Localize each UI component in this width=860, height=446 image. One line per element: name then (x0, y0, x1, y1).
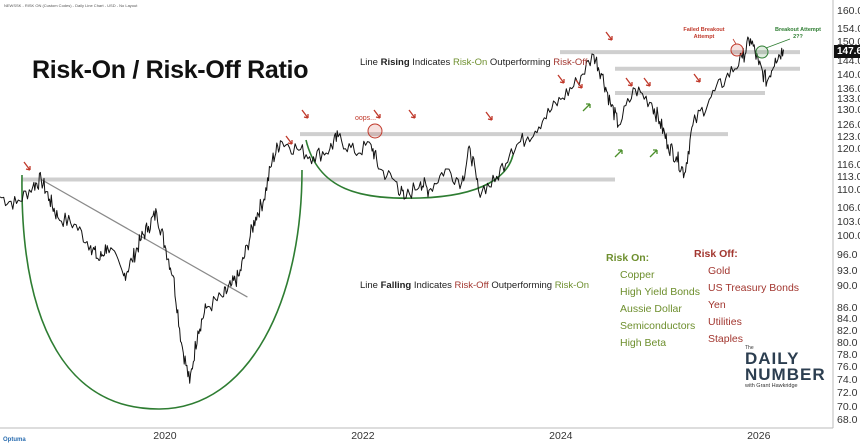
y-tick-label: 90.0 (837, 280, 858, 293)
rising-note: Line Rising Indicates Risk-On Outperform… (360, 57, 588, 68)
red-arrow-icon (557, 74, 565, 84)
failed-breakout-circle (730, 43, 744, 57)
red-arrow-icon (625, 77, 633, 87)
cup-arc (305, 139, 514, 200)
falling-note: Line Falling Indicates Risk-Off Outperfo… (360, 280, 589, 291)
list-item: Utilities (708, 316, 742, 328)
y-tick-label: 106.0 (837, 202, 860, 215)
list-item: Copper (620, 269, 655, 281)
y-tick-label: 130.0 (837, 104, 860, 117)
last-value-badge: 147.6 (834, 45, 860, 58)
y-tick-label: 86.0 (837, 302, 858, 315)
y-tick-label: 110.0 (837, 184, 860, 197)
y-tick-label: 68.0 (837, 414, 858, 427)
y-tick-label: 126.0 (837, 119, 860, 132)
y-tick-label: 154.0 (837, 23, 860, 36)
red-arrow-icon (693, 73, 701, 83)
y-tick-label: 96.0 (837, 249, 858, 262)
risk-on-list: Risk On: Copper High Yield Bonds Aussie … (606, 250, 700, 352)
y-tick-label: 150.0 (837, 35, 860, 48)
list-item: Yen (708, 299, 726, 311)
y-tick-label: 116.0 (837, 158, 860, 171)
y-tick-label: 74.0 (837, 374, 858, 386)
y-tick-label: 100.0 (837, 229, 860, 242)
y-tick-label: 120.0 (837, 142, 860, 155)
red-arrow-icon (285, 135, 293, 145)
red-arrow-icon (301, 109, 309, 119)
chart-header: NEWSSK - RISK ON (Custom Codes) - Daily … (4, 3, 138, 8)
y-tick-label: 160.0 (837, 4, 860, 17)
red-arrow-icon (408, 109, 416, 119)
red-arrow-icon (575, 79, 583, 89)
y-tick-label: 136.0 (837, 82, 860, 95)
brand-logo: The DAILY NUMBER with Grant Hawkridge (745, 345, 826, 389)
list-item: Gold (708, 265, 731, 277)
x-tick-label: 2024 (549, 430, 573, 442)
oops-label: oops... (355, 115, 377, 122)
x-tick-label: 2026 (747, 430, 771, 442)
breakout-attempt-circle (755, 45, 769, 59)
leader-line (765, 38, 791, 49)
y-tick-label: 140.0 (837, 68, 860, 81)
red-arrow-icon (643, 77, 651, 87)
leader-line (732, 38, 737, 45)
cup-arc (21, 169, 303, 410)
x-tick-label: 2020 (153, 430, 177, 442)
y-tick-label: 84.0 (837, 313, 858, 326)
y-tick-label: 144.0 (837, 55, 860, 68)
list-item: Semiconductors (620, 320, 696, 332)
green-arrow-icon (614, 149, 623, 158)
risk-off-heading: Risk Off: (694, 248, 738, 260)
y-tick-label: 70.0 (837, 400, 858, 413)
failed-breakout-label: Failed Breakout Attempt (683, 27, 725, 40)
risk-on-heading: Risk On: (606, 252, 650, 264)
series-line (0, 36, 784, 384)
green-arrow-icon (582, 103, 591, 112)
y-tick-label: 82.0 (837, 324, 858, 337)
y-tick-label: 76.0 (837, 361, 858, 374)
breakout-attempt-label: Breakout Attempt 2?? (775, 27, 821, 40)
list-item: High Beta (620, 337, 667, 349)
oops-circle (367, 123, 383, 139)
list-item: Aussie Dollar (620, 303, 682, 315)
red-arrow-icon (605, 31, 613, 41)
red-arrow-icon (23, 161, 31, 171)
y-tick-label: 93.0 (837, 264, 858, 277)
y-tick-label: 123.0 (837, 130, 860, 143)
list-item: US Treasury Bonds (708, 282, 800, 294)
chart-title: Risk-On / Risk-Off Ratio (32, 56, 309, 84)
list-item: Staples (708, 333, 744, 345)
y-tick-label: 78.0 (837, 348, 858, 361)
red-arrow-icon (485, 111, 493, 121)
risk-off-list: Risk Off: Gold US Treasury Bonds Yen Uti… (694, 246, 799, 348)
optuma-logo: Optuma (3, 437, 26, 443)
red-arrow-icon (373, 109, 381, 119)
green-arrow-icon (649, 149, 658, 158)
y-tick-label: 113.0 (837, 171, 860, 184)
y-tick-label: 80.0 (837, 336, 858, 349)
y-tick-label: 133.0 (837, 93, 860, 106)
x-tick-label: 2022 (351, 430, 375, 442)
y-tick-label: 103.0 (837, 215, 860, 228)
list-item: High Yield Bonds (620, 286, 700, 298)
y-tick-label: 72.0 (837, 387, 858, 400)
